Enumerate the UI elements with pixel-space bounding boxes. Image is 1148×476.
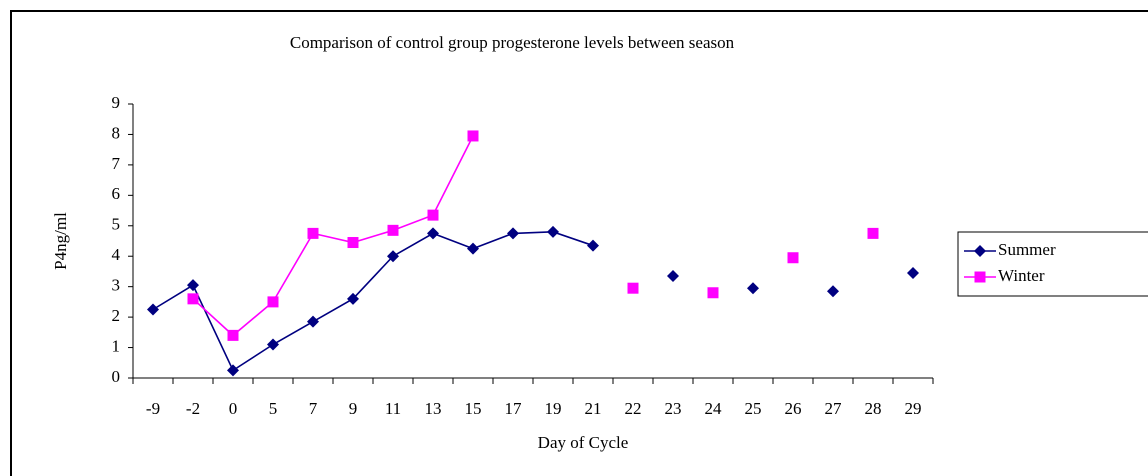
chart-title: Comparison of control group progesterone… bbox=[290, 33, 735, 52]
y-tick-label: 1 bbox=[112, 336, 121, 355]
data-point bbox=[347, 237, 359, 249]
x-tick-label: 7 bbox=[309, 399, 318, 418]
legend-marker bbox=[974, 271, 986, 283]
x-tick-label: -9 bbox=[146, 399, 160, 418]
data-point bbox=[187, 279, 199, 292]
data-point bbox=[307, 227, 319, 239]
data-point bbox=[387, 224, 399, 236]
data-point bbox=[587, 239, 599, 252]
x-tick-label: 21 bbox=[585, 399, 602, 418]
data-point bbox=[307, 315, 319, 328]
data-point bbox=[907, 266, 919, 279]
data-point bbox=[347, 292, 359, 305]
data-point bbox=[867, 227, 879, 239]
data-point bbox=[267, 338, 279, 351]
data-point bbox=[547, 225, 559, 238]
x-tick-label: 25 bbox=[745, 399, 762, 418]
y-tick-label: 3 bbox=[112, 276, 121, 295]
x-tick-label: 11 bbox=[385, 399, 401, 418]
x-tick-label: 28 bbox=[865, 399, 882, 418]
y-tick-label: 5 bbox=[112, 215, 121, 234]
data-point bbox=[147, 303, 159, 316]
x-tick-label: 29 bbox=[905, 399, 922, 418]
data-point bbox=[267, 296, 279, 308]
x-tick-label: 22 bbox=[625, 399, 642, 418]
data-point bbox=[667, 270, 679, 283]
x-tick-label: 17 bbox=[505, 399, 523, 418]
data-point bbox=[467, 130, 479, 142]
data-point bbox=[707, 287, 719, 299]
x-tick-label: 27 bbox=[825, 399, 843, 418]
data-point bbox=[227, 364, 239, 377]
data-point bbox=[747, 282, 759, 295]
data-point bbox=[467, 242, 479, 255]
x-tick-label: 9 bbox=[349, 399, 358, 418]
x-tick-label: 5 bbox=[269, 399, 278, 418]
x-tick-label: 24 bbox=[705, 399, 723, 418]
data-point bbox=[427, 227, 439, 240]
y-tick-label: 0 bbox=[112, 367, 121, 386]
y-tick-label: 7 bbox=[112, 154, 121, 173]
x-tick-label: 0 bbox=[229, 399, 238, 418]
x-tick-label: 13 bbox=[425, 399, 442, 418]
y-tick-label: 2 bbox=[112, 306, 121, 325]
legend-label: Winter bbox=[998, 266, 1045, 285]
data-point bbox=[627, 282, 639, 294]
y-tick-label: 9 bbox=[112, 93, 121, 112]
legend-label: Summer bbox=[998, 240, 1056, 259]
y-axis-title: P4ng/ml bbox=[51, 212, 70, 270]
y-tick-label: 8 bbox=[112, 123, 121, 142]
legend-box bbox=[957, 231, 1148, 297]
y-tick-label: 6 bbox=[112, 184, 121, 203]
data-point bbox=[187, 293, 199, 305]
data-point bbox=[387, 250, 399, 263]
x-tick-label: 19 bbox=[545, 399, 562, 418]
data-point bbox=[827, 285, 839, 298]
legend-marker bbox=[974, 245, 986, 257]
y-tick-label: 4 bbox=[112, 245, 121, 264]
x-tick-label: -2 bbox=[186, 399, 200, 418]
data-point bbox=[227, 329, 239, 341]
x-tick-label: 23 bbox=[665, 399, 682, 418]
x-tick-label: 15 bbox=[465, 399, 482, 418]
x-axis-title: Day of Cycle bbox=[538, 433, 629, 452]
data-point bbox=[507, 227, 519, 240]
data-point bbox=[787, 252, 799, 264]
x-tick-label: 26 bbox=[785, 399, 802, 418]
data-point bbox=[427, 209, 439, 221]
